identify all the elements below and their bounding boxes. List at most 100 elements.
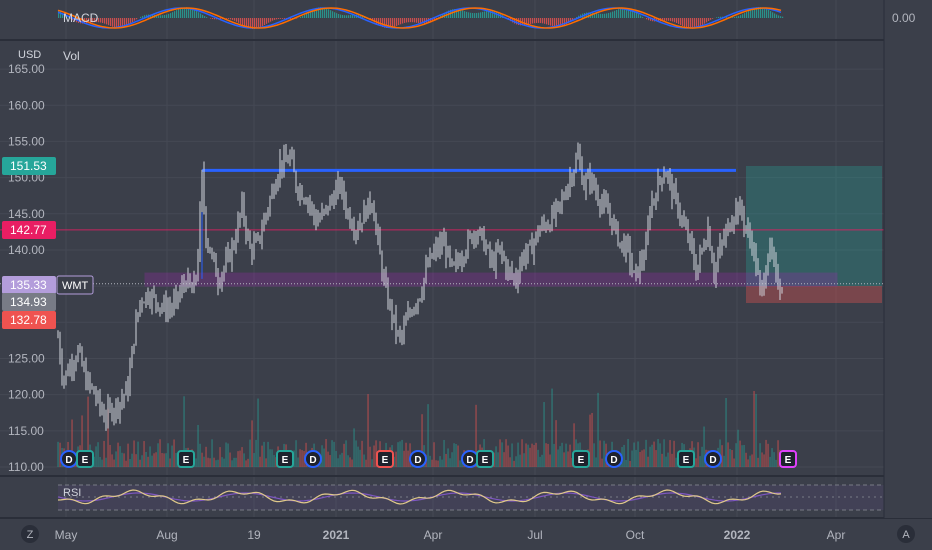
- macd-hist-bar: [486, 11, 488, 18]
- volume-bar: [209, 458, 211, 467]
- volume-bar: [777, 440, 779, 467]
- event-marker-dividend[interactable]: D: [409, 450, 427, 468]
- macd-hist-bar: [98, 18, 100, 23]
- event-marker-earnings[interactable]: E: [376, 450, 394, 468]
- event-marker-earnings[interactable]: E: [177, 450, 195, 468]
- volume-bar: [373, 445, 375, 467]
- event-marker-dividend[interactable]: D: [461, 450, 479, 468]
- volume-bar: [207, 457, 209, 467]
- macd-hist-bar: [60, 11, 62, 18]
- event-marker-earnings[interactable]: E: [779, 450, 797, 468]
- event-marker-dividend[interactable]: D: [704, 450, 722, 468]
- volume-bar: [659, 443, 661, 467]
- macd-hist-bar: [410, 18, 412, 23]
- macd-hist-bar: [742, 14, 744, 18]
- macd-hist-bar: [494, 11, 496, 18]
- volume-bar: [495, 446, 497, 467]
- volume-bar: [327, 451, 329, 467]
- volume-bar: [529, 447, 531, 467]
- event-marker-earnings[interactable]: E: [76, 450, 94, 468]
- event-marker-dividend[interactable]: D: [60, 450, 78, 468]
- macd-hist-bar: [634, 11, 636, 18]
- volume-bar: [171, 445, 173, 467]
- macd-hist-bar: [548, 18, 550, 25]
- volume-bar: [595, 457, 597, 467]
- macd-hist-bar: [106, 18, 108, 25]
- volume-bar: [767, 443, 769, 467]
- macd-hist-bar: [170, 13, 172, 18]
- ticker-badge[interactable]: WMT: [56, 275, 94, 295]
- volume-bar: [335, 450, 337, 467]
- time-axis[interactable]: May Aug 19 2021 Apr Jul Oct 2022 Apr: [55, 528, 846, 542]
- price-tick-left-5: 140.00: [8, 243, 45, 257]
- earnings-icon: [376, 450, 394, 468]
- volume-bar: [597, 392, 599, 467]
- event-marker-dividend[interactable]: D: [605, 450, 623, 468]
- event-marker-letter: E: [482, 455, 489, 466]
- volume-bar: [159, 439, 161, 467]
- volume-bar: [231, 460, 233, 467]
- macd-hist-bar: [558, 18, 560, 27]
- volume-bar: [99, 457, 101, 467]
- event-marker-dividend[interactable]: D: [304, 450, 322, 468]
- macd-hist-bar: [92, 18, 94, 23]
- macd-hist-bar: [470, 12, 472, 18]
- macd-hist-bar: [598, 13, 600, 18]
- event-marker-earnings[interactable]: E: [677, 450, 695, 468]
- macd-hist-bar: [546, 18, 548, 25]
- price-axis-background[interactable]: [884, 0, 932, 518]
- macd-hist-bar: [608, 12, 610, 18]
- volume-bar: [725, 397, 727, 467]
- macd-hist-bar: [484, 11, 486, 18]
- macd-hist-bar: [96, 18, 98, 23]
- macd-hist-bar: [172, 12, 174, 18]
- volume-bar: [435, 460, 437, 467]
- volume-bar: [441, 459, 443, 467]
- auto-scale-button[interactable]: Z: [21, 525, 39, 543]
- volume-bar: [567, 451, 569, 467]
- price-badge-label-1: 142.77: [10, 223, 47, 237]
- volume-bar: [133, 440, 135, 467]
- macd-hist-bar: [694, 18, 696, 29]
- price-axis[interactable]: 165.00160.00155.00150.00145.00140.00135.…: [8, 62, 45, 474]
- volume-bar: [675, 457, 677, 467]
- volume-bar: [623, 444, 625, 467]
- macd-hist-bar: [432, 18, 434, 22]
- event-marker-earnings[interactable]: E: [476, 450, 494, 468]
- volume-bar: [457, 445, 459, 467]
- event-marker-letter: E: [183, 455, 190, 466]
- volume-bar: [741, 445, 743, 467]
- macd-hist-bar: [528, 18, 530, 25]
- macd-hist-bar: [712, 18, 714, 19]
- log-scale-button[interactable]: A: [897, 525, 915, 543]
- macd-hist-bar: [376, 18, 378, 24]
- volume-bar: [593, 443, 595, 467]
- macd-hist-bar: [600, 13, 602, 18]
- event-marker-earnings[interactable]: E: [276, 450, 294, 468]
- macd-hist-bar: [522, 18, 524, 26]
- volume-bar: [167, 443, 169, 467]
- macd-hist-bar: [214, 18, 216, 20]
- volume-bar: [599, 440, 601, 467]
- volume-bar: [367, 394, 369, 467]
- macd-hist-bar: [334, 12, 336, 18]
- volume-bar: [735, 443, 737, 467]
- macd-hist-bar: [756, 7, 758, 18]
- volume-bar: [729, 448, 731, 467]
- price-badge-box-0: [2, 157, 56, 175]
- macd-hist-bar: [596, 13, 598, 18]
- macd-hist-bar: [454, 9, 456, 18]
- volume-bar: [199, 443, 201, 467]
- macd-hist-bar: [348, 15, 350, 18]
- macd-hist-bar: [396, 18, 398, 26]
- event-marker-earnings[interactable]: E: [572, 450, 590, 468]
- macd-hist-bar: [562, 18, 564, 27]
- price-badge-box-1: [2, 221, 56, 239]
- macd-hist-bar: [160, 15, 162, 18]
- macd-hist-bar: [592, 12, 594, 18]
- volume-bar: [639, 451, 641, 467]
- macd-hist-bar: [192, 8, 194, 18]
- macd-hist-bar: [452, 9, 454, 18]
